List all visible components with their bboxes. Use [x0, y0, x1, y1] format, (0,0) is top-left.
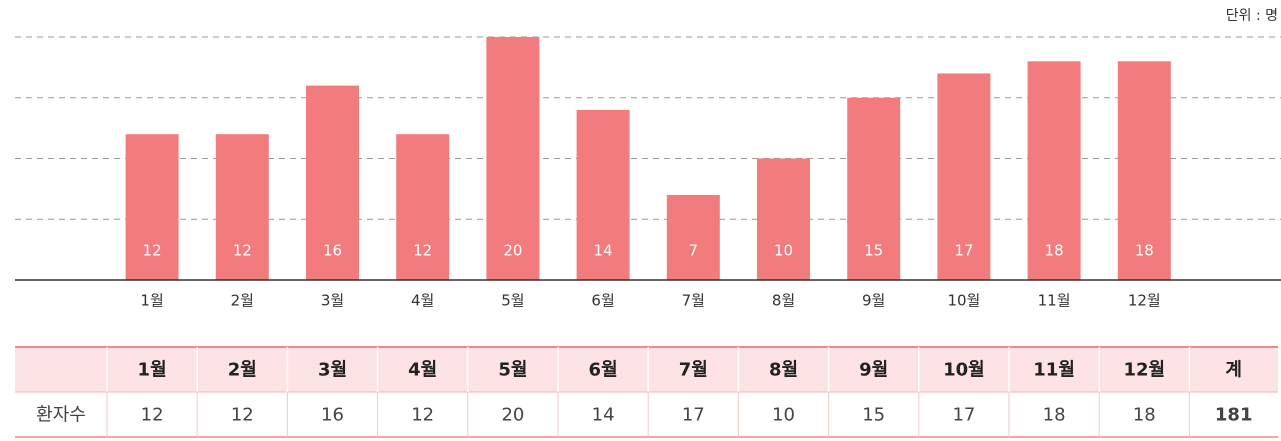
bar — [486, 37, 540, 280]
table-header-cell: 10월 — [943, 360, 985, 381]
value-label: 17 — [954, 242, 973, 260]
x-tick-label: 12월 — [1128, 292, 1161, 310]
bar — [396, 134, 450, 280]
bar — [757, 158, 810, 280]
bar — [1027, 61, 1081, 280]
table-header-cell: 9월 — [859, 360, 888, 381]
table-header-cell: 1월 — [138, 360, 167, 381]
table-header-cell: 계 — [1225, 360, 1242, 381]
x-tick-label: 2월 — [231, 292, 254, 310]
x-tick-label: 5월 — [501, 292, 524, 310]
unit-label: 단위 : 명 — [1226, 8, 1278, 24]
table-cell: 18 — [1133, 405, 1156, 426]
table-cell: 18 — [1043, 405, 1066, 426]
table-cell: 12 — [141, 405, 164, 426]
value-label: 20 — [503, 242, 522, 260]
table-header-cell: 2월 — [228, 360, 257, 381]
value-label: 18 — [1045, 242, 1064, 260]
table-cell: 환자수 — [36, 405, 86, 426]
x-tick-label: 6월 — [591, 292, 614, 310]
bar — [125, 134, 179, 280]
table-header-cell: 5월 — [498, 360, 527, 381]
table-header-cell: 7월 — [679, 360, 708, 381]
x-tick-label: 8월 — [772, 292, 795, 310]
table-cell: 10 — [772, 405, 795, 426]
table-header-cell: 3월 — [318, 360, 347, 381]
bar — [666, 194, 720, 280]
x-tick-label: 3월 — [321, 292, 344, 310]
table-cell: 20 — [501, 405, 524, 426]
value-label: 12 — [143, 242, 162, 260]
table-cell: 14 — [592, 405, 615, 426]
table-cell: 16 — [321, 405, 344, 426]
table-header-bg — [15, 347, 1278, 392]
table-header-cell: 4월 — [408, 360, 437, 381]
bar — [306, 85, 359, 280]
table-header-cell: 12월 — [1123, 360, 1165, 381]
table-cell: 181 — [1215, 405, 1253, 426]
table-cell: 12 — [231, 405, 254, 426]
value-label: 16 — [323, 242, 342, 260]
value-label: 18 — [1135, 242, 1154, 260]
value-label: 10 — [774, 242, 793, 260]
bar — [937, 73, 991, 280]
bar — [576, 109, 630, 281]
x-tick-label: 4월 — [411, 292, 434, 310]
value-label: 15 — [864, 242, 883, 260]
table-cell: 17 — [952, 405, 975, 426]
bar — [847, 97, 901, 280]
value-label: 14 — [594, 242, 613, 260]
table-header-cell: 8월 — [769, 360, 798, 381]
table-cell: 15 — [862, 405, 885, 426]
value-label: 12 — [413, 242, 432, 260]
bar — [215, 134, 269, 280]
table-cell: 17 — [682, 405, 705, 426]
x-tick-label: 9월 — [862, 292, 885, 310]
x-tick-label: 10월 — [947, 292, 980, 310]
x-tick-label: 7월 — [682, 292, 705, 310]
table-cell: 12 — [411, 405, 434, 426]
value-label: 12 — [233, 242, 252, 260]
x-tick-label: 1월 — [140, 292, 163, 310]
table-header-cell: 6월 — [589, 360, 618, 381]
value-label: 7 — [689, 242, 699, 260]
x-tick-label: 11월 — [1038, 292, 1071, 310]
bar — [1117, 61, 1171, 280]
table-header-cell: 11월 — [1033, 360, 1075, 381]
